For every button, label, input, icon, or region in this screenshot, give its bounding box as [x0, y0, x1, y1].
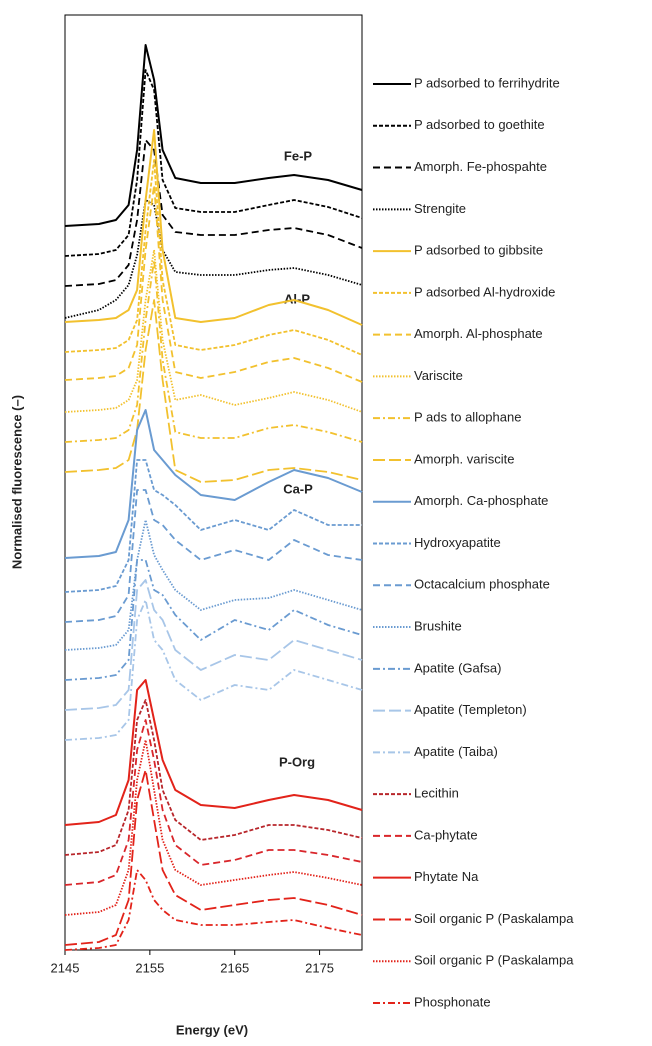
legend-label: Phytate Na [414, 869, 479, 884]
legend-label: Octacalcium phosphate [414, 577, 550, 592]
legend-label: Ca-phytate [414, 827, 478, 842]
spectrum-line [64, 409, 363, 559]
spectrum-line [64, 159, 363, 356]
legend-label: Amorph. Ca-phosphate [414, 493, 548, 508]
x-tick-label: 2155 [135, 960, 164, 975]
x-tick-label: 2165 [220, 960, 249, 975]
spectrum-line [64, 249, 363, 413]
spectrum-line [64, 44, 363, 227]
spectrum-line [64, 489, 363, 623]
legend-label: Apatite (Taiba) [414, 744, 498, 759]
legend-label: Soil organic P (Paskalampa [414, 953, 574, 968]
legend-label: Apatite (Templeton) [414, 702, 527, 717]
legend-label: Amorph. variscite [414, 451, 514, 466]
spectrum-line [64, 599, 363, 741]
group-label: Fe-P [284, 148, 313, 163]
spectrum-line [64, 259, 363, 443]
legend-label: P adsorbed to goethite [414, 117, 545, 132]
legend-label: Strengite [414, 201, 466, 216]
spectrum-line [64, 559, 363, 681]
legend-label: Amorph. Al-phosphate [414, 326, 543, 341]
x-tick-label: 2175 [305, 960, 334, 975]
legend-label: P adsorbed to ferrihydrite [414, 75, 560, 90]
plot-frame [64, 14, 363, 951]
legend-label: Amorph. Fe-phospahte [414, 159, 547, 174]
legend-label: Variscite [414, 368, 463, 383]
legend-label: Hydroxyapatite [414, 535, 501, 550]
legend-label: P adsorbed Al-hydroxide [414, 284, 555, 299]
spectrum-line [64, 699, 363, 856]
spectrum-line [64, 299, 363, 483]
spectrum-line [64, 459, 362, 593]
spectrum-line [64, 579, 363, 711]
legend-label: P adsorbed to gibbsite [414, 243, 543, 258]
legend-label: Lecithin [414, 786, 459, 801]
spectrum-line [64, 719, 363, 886]
spectrum-line [64, 739, 363, 916]
legend-label: P ads to allophane [414, 410, 521, 425]
group-label: P-Org [279, 754, 315, 769]
spectrum-line [64, 69, 363, 257]
legend-label: Soil organic P (Paskalampa [414, 911, 574, 926]
spectrum-line [64, 769, 363, 946]
spectrum-line [64, 199, 363, 319]
spectrum-line [64, 129, 363, 326]
x-axis-title: Energy (eV) [176, 1022, 248, 1037]
legend-label: Brushite [414, 618, 462, 633]
x-tick-label: 2145 [51, 960, 80, 975]
spectrum-line [64, 139, 363, 287]
spectrum-line [64, 184, 363, 383]
spectrum-line [64, 679, 363, 826]
legend-label: Apatite (Gafsa) [414, 660, 501, 675]
legend-label: Phosphonate [414, 994, 491, 1009]
spectrum-line [64, 869, 363, 951]
y-axis-title: Normalised fluorescence (–) [9, 395, 24, 569]
group-label: Ca-P [283, 481, 313, 496]
spectrum-line [64, 519, 363, 651]
